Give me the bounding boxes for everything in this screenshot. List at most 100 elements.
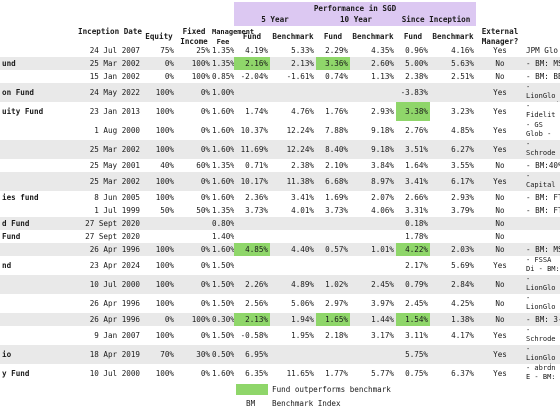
cell-date: 26 Apr 1996	[89, 299, 140, 308]
cell-fi: 0%	[200, 245, 210, 254]
cell-f10	[316, 256, 350, 275]
cell-name: io	[2, 350, 12, 359]
cell-fs: 0.79%	[405, 280, 428, 289]
cell-b5: 1.94%	[291, 315, 314, 324]
cell-fi: 60%	[196, 161, 210, 170]
cell-bm: - FSSA Di - BM: MSC	[526, 256, 560, 275]
cell-fi: 0%	[200, 126, 210, 135]
cell-name: und	[2, 59, 16, 68]
cell-f5: 4.85%	[234, 243, 270, 256]
table-row: y Fund 10 Jul 2000 100% 0% 1.60% 6.35% 11.65% 1…	[0, 364, 560, 383]
col-inception-date: Inception Date	[78, 27, 143, 36]
cell-f5	[234, 230, 270, 243]
cell-bs	[430, 230, 476, 243]
cell-fi: 0%	[200, 177, 210, 186]
cell-b5	[270, 83, 316, 102]
cell-fs: 2.45%	[405, 299, 428, 308]
cell-eq: 100%	[155, 245, 174, 254]
cell-f5: 1.74%	[245, 107, 268, 116]
cell-f5: 2.56%	[245, 299, 268, 308]
table-row: und 25 Mar 2002 0% 100% 1.35% 2.16% 2.13% 3.36%…	[0, 57, 560, 70]
cell-f5: -2.04%	[240, 72, 268, 81]
col-fund-10y: Fund	[323, 32, 343, 41]
cell-ext: Yes	[493, 126, 507, 135]
cell-f10: 8.40%	[325, 145, 348, 154]
cell-bs	[430, 217, 476, 230]
cell-bs: 6.17%	[451, 177, 474, 186]
cell-f5: 6.35%	[245, 369, 268, 378]
cell-bm: - LionGlo - MSCI AC	[526, 275, 556, 294]
cell-name	[0, 159, 78, 172]
cell-bm: - BM: FTS	[526, 206, 560, 215]
cell-bs: 4.25%	[451, 299, 474, 308]
cell-f10: 0.57%	[325, 245, 348, 254]
cell-b5: 1.95%	[291, 331, 314, 340]
col-benchmark-5y: Benchmark	[272, 32, 314, 41]
cell-date: 15 Jan 2002	[89, 72, 140, 81]
period-since-inception: Since Inception	[396, 14, 476, 26]
cell-eq: 100%	[155, 193, 174, 202]
cell-b5	[270, 256, 316, 275]
cell-fi: 0%	[200, 145, 210, 154]
cell-ext: Yes	[493, 145, 507, 154]
cell-f10: 3.73%	[325, 206, 348, 215]
cell-eq: 100%	[155, 145, 174, 154]
cell-ext: No	[495, 232, 505, 241]
table-row: 24 Jul 2007 75% 25% 1.35% 4.19% 5.33% 2.29% 4.3…	[0, 44, 560, 57]
cell-bm: - LionGlo - MSCI AC	[526, 294, 556, 313]
col-fund-si: Fund	[403, 32, 423, 41]
cell-bm: JPM Glo	[526, 46, 559, 55]
cell-fi: 100%	[191, 315, 210, 324]
cell-f5: 3.73%	[245, 206, 268, 215]
cell-f5: 10.37%	[240, 126, 268, 135]
cell-b5: 3.41%	[291, 193, 314, 202]
cell-date: 26 Apr 1996	[89, 315, 140, 324]
cell-eq: 0%	[164, 315, 174, 324]
cell-fi: 0%	[200, 369, 210, 378]
cell-b5: 4.40%	[291, 245, 314, 254]
cell-b10	[350, 83, 396, 102]
cell-name: d Fund	[2, 219, 30, 228]
cell-f10: 1.02%	[325, 280, 348, 289]
cell-bm: - BM: FTS	[526, 193, 560, 202]
cell-b10: 1.13%	[371, 72, 394, 81]
cell-date: 23 Apr 2024	[89, 261, 140, 270]
cell-date: 25 Mar 2002	[89, 177, 140, 186]
cell-fs: 2.66%	[405, 193, 428, 202]
cell-b10	[350, 230, 396, 243]
cell-b5: 12.24%	[286, 145, 314, 154]
cell-fee: 0.80%	[212, 219, 234, 228]
cell-ext: Yes	[493, 331, 507, 340]
cell-bs: 4.17%	[451, 331, 474, 340]
cell-bm: - BM: 3-M	[526, 315, 560, 324]
cell-ext: Yes	[493, 350, 507, 359]
cell-ext: Yes	[493, 107, 507, 116]
cell-b5: 12.24%	[286, 126, 314, 135]
cell-fi	[176, 230, 212, 243]
cell-eq: 100%	[155, 280, 174, 289]
cell-bs: 4.85%	[451, 126, 474, 135]
cell-fi	[176, 217, 212, 230]
cell-ext: No	[495, 161, 505, 170]
cell-eq: 100%	[155, 369, 174, 378]
cell-b10: 4.35%	[371, 46, 394, 55]
cell-f10: 1.76%	[325, 107, 348, 116]
cell-f10: 6.68%	[325, 177, 348, 186]
cell-bs: 2.03%	[451, 245, 474, 254]
cell-fee: 1.60%	[212, 126, 234, 135]
cell-fee: 1.50%	[212, 331, 234, 340]
cell-date: 10 Jul 2000	[89, 369, 140, 378]
table-row: 25 Mar 2002 100% 0% 1.60% 10.17% 11.38% 6.68% 8…	[0, 172, 560, 191]
legend-swatch	[236, 384, 268, 395]
cell-fee: 1.50%	[212, 261, 234, 270]
col-benchmark-si: Benchmark	[432, 32, 474, 41]
table-row: io 18 Apr 2019 70% 30% 0.50% 6.95% 5.75% Yes - L…	[0, 345, 560, 364]
cell-name: y Fund	[2, 369, 30, 378]
cell-eq: 0%	[164, 72, 174, 81]
cell-fi: 100%	[191, 72, 210, 81]
table-row: ies fund 8 Jun 2005 100% 0% 1.60% 2.36% 3.41% 1…	[0, 191, 560, 204]
cell-f5: 2.13%	[234, 313, 270, 326]
cell-b10: 3.84%	[371, 161, 394, 170]
cell-b10	[350, 217, 396, 230]
cell-fs: 5.75%	[405, 350, 428, 359]
